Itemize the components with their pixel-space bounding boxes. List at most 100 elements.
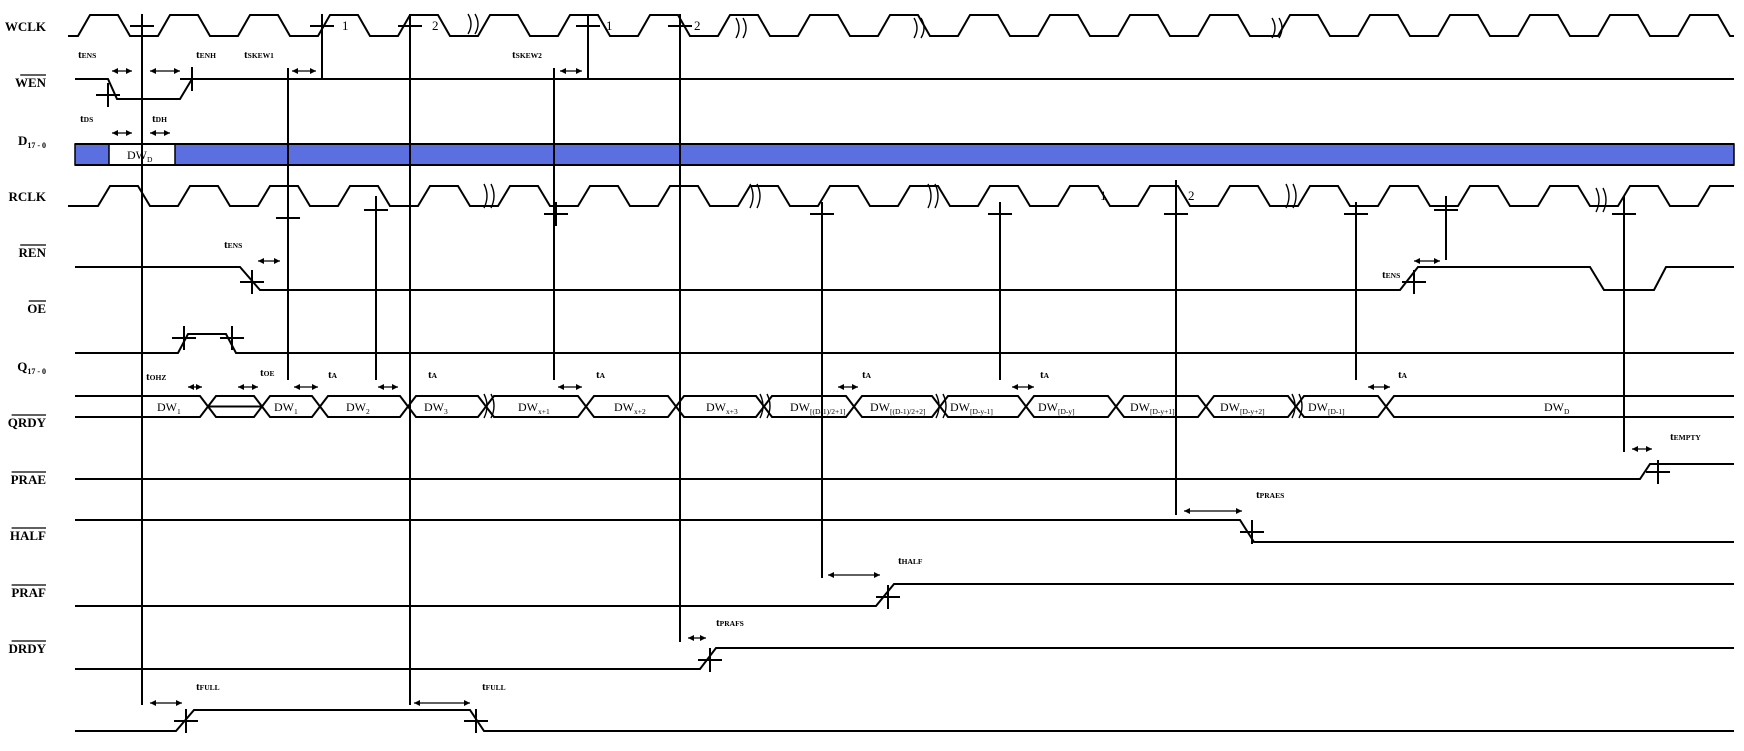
rclk-cycle-1: 1 [1100, 188, 1107, 203]
half-wave [75, 583, 1734, 607]
timing-label-full-20: tFULL [196, 681, 220, 693]
signal-label-oe: OE [27, 301, 46, 316]
timing-arrow-4-head-r [126, 130, 132, 136]
timing-arrow-5-head-l [150, 130, 156, 136]
timing-arrow-10-head-l [294, 384, 300, 390]
q-break-0 [483, 393, 495, 419]
timing-label-a-12: tA [596, 369, 606, 381]
rclk-wave [68, 185, 1734, 207]
oe-wave [75, 333, 1734, 354]
wclk-break-0 [467, 13, 479, 35]
timing-arrow-1-head-r [174, 68, 180, 74]
timing-label-ohz-8: tOHZ [146, 371, 166, 383]
d-bus [74, 143, 1735, 166]
timing-label-a-13: tA [862, 369, 872, 381]
signal-labels: WCLK WEN D17 - 0 RCLK REN OE Q17 - 0 QRDY PRAE HA… [5, 19, 47, 656]
timing-arrow-4-head-l [112, 130, 118, 136]
timing-label-skew2-3: tSKEW2 [512, 49, 542, 61]
timing-arrow-0-head-r [126, 68, 132, 74]
timing-arrow-20-head-r [176, 700, 182, 706]
signal-label-q: Q17 - 0 [17, 359, 46, 376]
timing-arrow-18-head-l [828, 572, 834, 578]
timing-arrow-12-head-r [576, 384, 582, 390]
timing-arrow-21-head-l [414, 700, 420, 706]
signal-label-prae: PRAE [11, 472, 46, 487]
data-words: DWD DW1 DW1 DW2 DW3 DWx+1 DWx+2 DWx+3 DW[(D-1)/2… [127, 148, 1570, 416]
drdy-wave [75, 709, 1734, 732]
d-bus-word: DWD [127, 148, 153, 164]
q-word-13: DW[D-1] [1308, 400, 1345, 416]
timing-label-full-21: tFULL [482, 681, 506, 693]
timing-label-prafs-19: tPRAFS [716, 617, 744, 629]
timing-arrow-17-head-l [1184, 508, 1190, 514]
q-word-2: DW2 [346, 400, 370, 416]
timing-arrow-13-head-l [838, 384, 844, 390]
q-word-14: DWD [1544, 400, 1570, 416]
q-break-3 [1291, 393, 1303, 419]
timing-label-ens-6: tENS [224, 239, 242, 251]
timing-arrow-7-head-r [1434, 258, 1440, 264]
wclk-break-2 [913, 17, 925, 39]
rclk-break-0 [483, 183, 495, 209]
timing-label-ds-4: tDS [80, 113, 93, 125]
signal-label-wen: WEN [15, 75, 47, 90]
q-word-1: DW1 [274, 400, 298, 416]
q-word-4: DWx+1 [518, 400, 550, 416]
timing-arrow-11-head-r [392, 384, 398, 390]
timing-arrow-7-head-l [1414, 258, 1420, 264]
signal-label-qrdy: QRDY [8, 415, 47, 430]
timing-arrow-18-head-r [874, 572, 880, 578]
timing-arrow-11-head-l [378, 384, 384, 390]
timing-label-ens-7: tENS [1382, 269, 1400, 281]
timing-arrow-10-head-r [312, 384, 318, 390]
timing-arrow-6-head-l [258, 258, 264, 264]
timing-arrow-15-head-l [1368, 384, 1374, 390]
rclk-break-4 [1595, 187, 1607, 213]
timing-label-empty-16: tEMPTY [1670, 431, 1701, 443]
q-word-9: DW[D-y-1] [950, 400, 993, 416]
q-word-8: DW[(D-1)/2+2] [870, 400, 925, 416]
timing-arrow-14-head-l [1012, 384, 1018, 390]
timing-arrow-20-head-l [150, 700, 156, 706]
timing-arrow-2-head-r [310, 68, 316, 74]
signal-label-wclk: WCLK [5, 19, 47, 34]
wclk-wave [68, 14, 1734, 37]
rclk-break-3 [1285, 183, 1297, 209]
timing-label-ens-0: tENS [78, 49, 96, 61]
timing-arrow-9-head-r [252, 384, 258, 390]
signal-label-ren: REN [19, 245, 47, 260]
q-word-6: DWx+3 [706, 400, 738, 416]
q-word-10: DW[D-y] [1038, 400, 1075, 416]
waveforms: 1 2 1 2 1 2 [68, 13, 1735, 732]
wclk-break-1 [735, 17, 747, 39]
timing-arrow-5-head-r [164, 130, 170, 136]
rclk-break-2 [927, 183, 939, 209]
timing-label-oe-9: tOE [260, 367, 275, 379]
timing-label-praes-17: tPRAES [1256, 489, 1284, 501]
ren-wave [75, 266, 1734, 291]
wclk-cycle-1: 1 [342, 18, 349, 33]
timing-arrow-17-head-r [1236, 508, 1242, 514]
q-word-shape-last [1385, 395, 1734, 418]
timing-arrow-19-head-l [688, 635, 694, 641]
q-word-7: DW[(D-1)/2+1] [790, 400, 845, 416]
timing-label-skew1-2: tSKEW1 [244, 49, 274, 61]
signal-label-rclk: RCLK [8, 189, 46, 204]
praf-wave [75, 647, 1734, 670]
q-word-12: DW[D-y+2] [1220, 400, 1265, 416]
timing-arrow-16-head-r [1646, 446, 1652, 452]
q-word-3: DW3 [424, 400, 448, 416]
timing-arrow-14-head-r [1028, 384, 1034, 390]
timing-arrow-12-head-l [558, 384, 564, 390]
timing-arrow-1-head-l [150, 68, 156, 74]
rclk-break-1 [749, 183, 761, 209]
q-word-5: DWx+2 [614, 400, 646, 416]
timing-arrow-9-head-l [238, 384, 244, 390]
signal-label-d: D17 - 0 [18, 133, 46, 150]
q-break-2 [935, 393, 947, 419]
timing-arrow-8-head-l [188, 384, 194, 390]
timing-label-half-18: tHALF [898, 555, 923, 567]
timing-arrow-16-head-l [1632, 446, 1638, 452]
signal-label-praf: PRAF [11, 585, 46, 600]
